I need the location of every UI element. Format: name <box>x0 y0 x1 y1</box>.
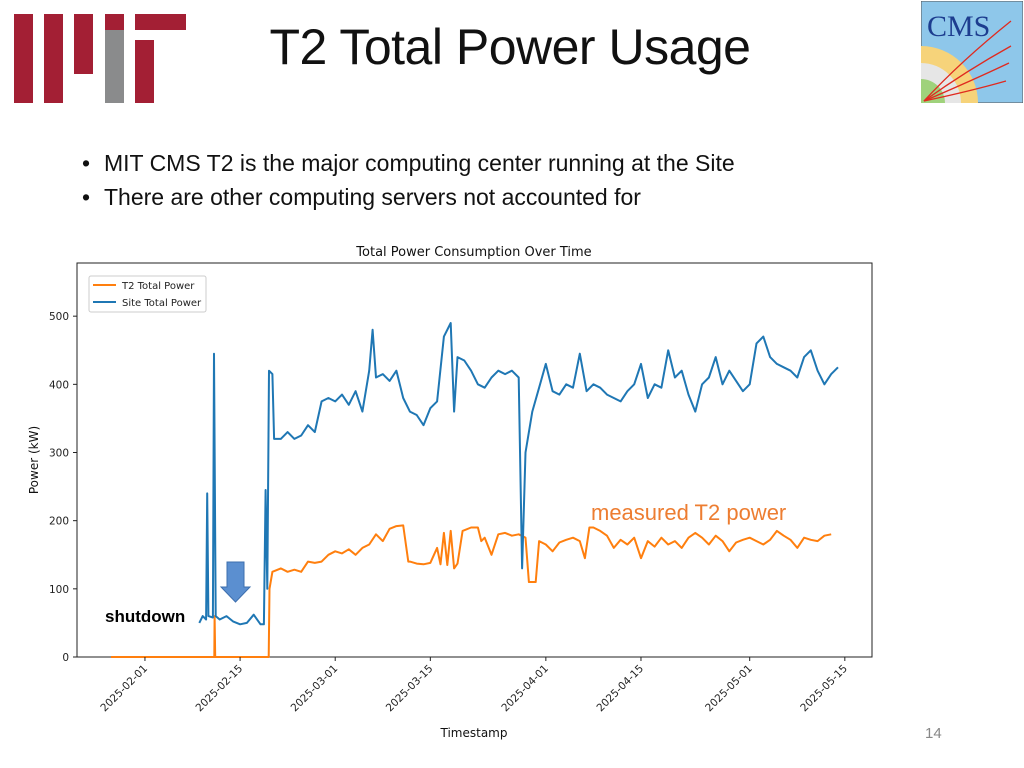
slide-title: T2 Total Power Usage <box>0 18 1024 76</box>
page-number: 14 <box>925 725 942 742</box>
y-tick-label: 100 <box>49 584 69 596</box>
mit-logo <box>14 14 186 103</box>
x-tick-label: 2025-04-01 <box>499 663 551 715</box>
legend-box <box>88 275 207 313</box>
bullet-icon: • <box>82 184 91 210</box>
legend: T2 Total Power Site Total Power <box>88 275 207 313</box>
x-tick-label: 2025-05-01 <box>703 663 755 715</box>
svg-text:CMS: CMS <box>927 10 990 43</box>
y-tick-label: 0 <box>62 652 69 664</box>
shutdown-annotation: shutdown <box>105 607 186 626</box>
bullet-icon: • <box>82 150 91 176</box>
y-tick-label: 300 <box>49 448 69 460</box>
y-tick-label: 500 <box>49 311 69 323</box>
x-tick-label: 2025-03-01 <box>289 663 341 715</box>
cms-logo: CMS <box>921 1 1023 103</box>
slide-title-text: T2 Total Power Usage <box>269 19 752 75</box>
y-axis-label: Power (kW) <box>27 426 41 494</box>
bullet-item: • MIT CMS T2 is the major computing cente… <box>82 150 735 177</box>
measured-annotation: measured T2 power <box>591 500 787 525</box>
y-tick-label: 400 <box>49 379 69 391</box>
legend-label-t2: T2 Total Power <box>121 281 195 292</box>
bullet-item: • There are other computing servers not a… <box>82 184 641 211</box>
down-arrow-icon <box>219 561 252 603</box>
x-tick-label: 2025-02-15 <box>194 663 246 715</box>
bullet-text: There are other computing servers not ac… <box>104 184 641 210</box>
y-tick-label: 200 <box>49 516 69 528</box>
chart-title: Total Power Consumption Over Time <box>355 245 591 260</box>
bullet-text: MIT CMS T2 is the major computing center… <box>104 150 735 176</box>
x-tick-label: 2025-05-15 <box>798 663 850 715</box>
x-tick-label: 2025-02-01 <box>98 663 150 715</box>
plot-area <box>76 262 873 658</box>
series-line-site-total-power <box>198 322 839 626</box>
x-tick-label: 2025-03-15 <box>384 663 436 715</box>
legend-label-site: Site Total Power <box>122 298 202 309</box>
x-axis-label: Timestamp <box>440 726 508 740</box>
x-tick-label: 2025-04-15 <box>594 663 646 715</box>
